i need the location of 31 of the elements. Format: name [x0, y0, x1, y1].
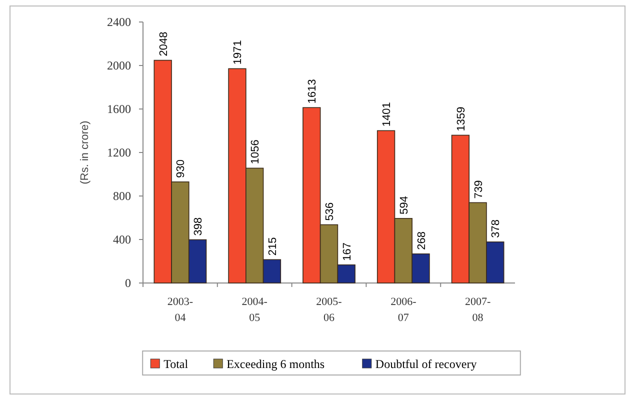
y-tick-label: 1600	[107, 102, 131, 116]
data-label: 1056	[250, 140, 262, 164]
y-tick-label: 2000	[107, 58, 131, 72]
data-label: 398	[192, 217, 205, 236]
legend-label: Doubtful of recovery	[375, 357, 477, 371]
legend-label: Exceeding 6 months	[226, 357, 325, 371]
data-label: 739	[472, 180, 485, 199]
data-label: 167	[341, 242, 354, 261]
data-label: 1401	[381, 102, 394, 127]
x-tick-label: 2004-05	[242, 296, 268, 324]
data-label: 536	[324, 202, 336, 221]
data-label: 1613	[306, 79, 319, 104]
data-label: 268	[416, 231, 428, 250]
data-label: 1971	[232, 40, 244, 65]
data-label: 930	[175, 160, 188, 178]
y-tick-label: 2400	[107, 15, 131, 29]
x-tick-label: 2003-04	[167, 296, 194, 324]
x-tick-label: 2006-07	[390, 296, 417, 324]
y-axis-title: (Rs. in crore)	[79, 120, 91, 184]
y-tick-label: 1200	[107, 146, 131, 160]
data-label: 215	[266, 237, 279, 256]
y-tick-label: 400	[113, 232, 131, 246]
x-tick-label: 2005-06	[316, 296, 342, 324]
legend-label: Total	[164, 357, 189, 371]
data-label: 2048	[158, 32, 170, 56]
y-tick-label: 0	[125, 276, 131, 290]
y-tick-label: 800	[113, 189, 131, 203]
x-tick-label: 2007-08	[464, 296, 491, 324]
data-label: 1359	[455, 106, 468, 132]
data-label: 594	[398, 196, 410, 214]
data-label: 378	[490, 220, 502, 238]
